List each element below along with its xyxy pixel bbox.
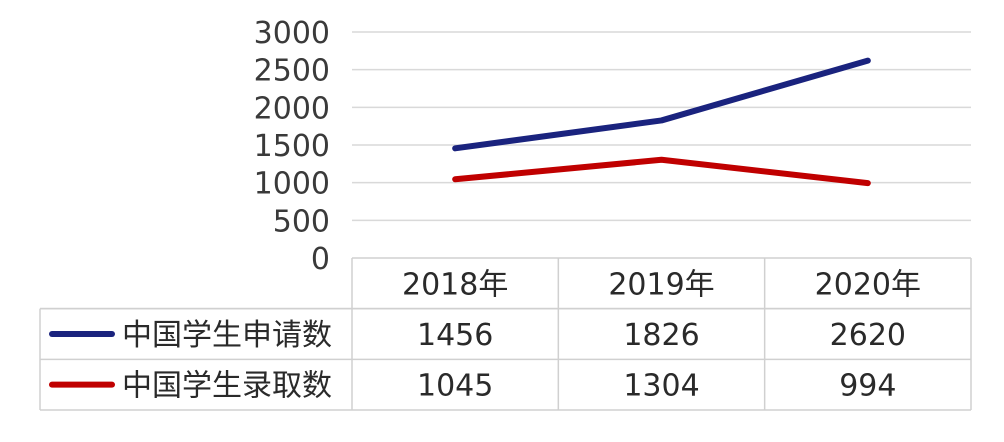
y-tick-label: 3000	[254, 16, 330, 51]
data-table-value: 994	[839, 369, 896, 404]
legend-series-name: 中国学生录取数	[122, 369, 332, 404]
data-table-value: 1826	[623, 318, 699, 353]
y-tick-label: 500	[273, 204, 330, 239]
x-category-label: 2020年	[815, 267, 921, 302]
legend-series-name: 中国学生申请数	[122, 318, 332, 353]
series-line	[452, 57, 871, 152]
data-table-value: 1304	[623, 369, 699, 404]
data-table-value: 1456	[417, 318, 493, 353]
y-tick-label: 0	[311, 242, 330, 277]
data-table-value: 2620	[830, 318, 906, 353]
gridlines	[352, 31, 971, 222]
y-tick-label: 1500	[254, 129, 330, 164]
y-tick-label: 1000	[254, 167, 330, 202]
series-line	[452, 156, 871, 187]
x-category-label: 2018年	[402, 267, 508, 302]
x-category-label: 2019年	[608, 267, 714, 302]
y-tick-label: 2500	[254, 54, 330, 89]
y-tick-label: 2000	[254, 91, 330, 126]
data-table-value: 1045	[417, 369, 493, 404]
series-lines	[452, 57, 871, 187]
